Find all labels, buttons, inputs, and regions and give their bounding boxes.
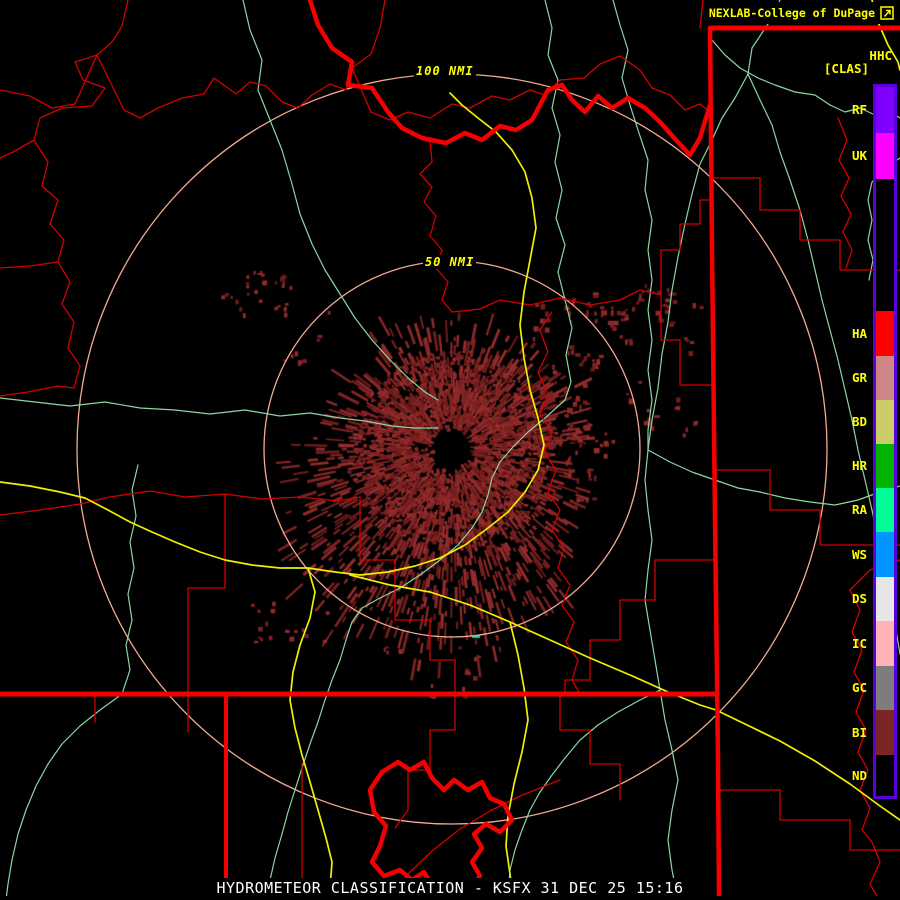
bottom-strip: [0, 896, 900, 900]
header-bar: NEXLAB-College of DuPage: [705, 2, 897, 24]
product-mode: [CLAS]: [823, 61, 869, 76]
range-ring-label-50nmi: 50 NMI: [423, 255, 477, 269]
brand-text: NEXLAB-College of DuPage: [708, 6, 875, 20]
product-code: HHC: [869, 48, 892, 63]
product-title-bar: HYDROMETEOR CLASSIFICATION - KSFX 31 DEC…: [0, 878, 900, 898]
external-link-icon[interactable]: [880, 6, 894, 20]
product-title-text: HYDROMETEOR CLASSIFICATION - KSFX 31 DEC…: [208, 878, 692, 898]
range-ring-label-100nmi: 100 NMI: [414, 64, 476, 78]
